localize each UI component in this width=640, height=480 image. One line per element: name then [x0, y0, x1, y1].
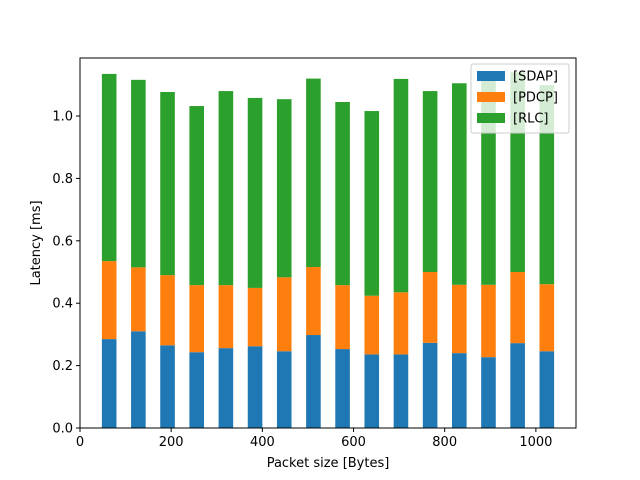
bar-segment-sdap-768: [422, 342, 438, 428]
legend-label: [SDAP]: [513, 70, 558, 85]
bar-segment-sdap-512: [306, 335, 321, 428]
bar-segment-sdap-1024: [539, 351, 555, 428]
bar-segment-sdap-896: [481, 357, 496, 428]
bar-segment-rlc-448: [276, 99, 292, 278]
bar-segment-sdap-320: [218, 348, 234, 428]
bar-segment-pdcp-512: [306, 267, 321, 336]
bar-segment-rlc-192: [160, 92, 175, 276]
x-axis-ticks: 0 200 400 600 800 1000: [76, 428, 552, 450]
bar-segment-pdcp-448: [276, 277, 292, 352]
x-tick-label: 0: [76, 435, 84, 450]
bar-segment-rlc-512: [306, 78, 321, 268]
bar-segment-pdcp-896: [481, 284, 496, 358]
bar-segment-pdcp-1024: [539, 284, 555, 352]
bar-segment-pdcp-256: [189, 285, 204, 353]
bar-segment-rlc-832: [452, 83, 467, 285]
bar-segment-sdap-256: [189, 352, 204, 428]
bar-segment-pdcp-320: [218, 285, 234, 349]
bar-segment-pdcp-832: [452, 284, 467, 354]
y-tick-label: 0.2: [52, 359, 73, 374]
bar-segment-sdap-640: [364, 354, 380, 428]
y-tick-label: 0.6: [52, 234, 73, 249]
legend-swatch: [477, 113, 505, 123]
bar-segment-pdcp-640: [364, 295, 380, 355]
bar-segment-rlc-256: [189, 106, 204, 286]
bar-segment-sdap-448: [276, 351, 292, 428]
bar-segment-rlc-384: [247, 97, 263, 288]
bar-segment-pdcp-384: [247, 287, 263, 347]
bar-segment-sdap-384: [247, 346, 263, 428]
bar-segment-pdcp-128: [131, 267, 146, 332]
legend-swatch: [477, 71, 505, 81]
bars-layer: [101, 72, 555, 428]
bar-segment-sdap-192: [160, 345, 175, 428]
x-tick-label: 1000: [519, 435, 552, 450]
bar-segment-pdcp-768: [422, 272, 438, 343]
legend: [SDAP] [PDCP] [RLC]: [470, 63, 570, 134]
bar-segment-pdcp-64: [101, 261, 117, 340]
x-tick-label: 600: [341, 435, 366, 450]
legend-swatch: [477, 92, 505, 102]
legend-label: [PDCP]: [513, 91, 558, 106]
bar-segment-rlc-320: [218, 91, 234, 286]
plot-frame: [79, 57, 577, 429]
bar-segment-rlc-704: [393, 78, 409, 293]
bar-segment-pdcp-192: [160, 275, 175, 346]
bar-segment-sdap-64: [101, 339, 117, 428]
bar-segment-pdcp-576: [335, 285, 350, 350]
bar-segment-sdap-576: [335, 349, 350, 428]
y-axis-ticks: 0.0 0.2 0.4 0.6 0.8 1.0: [52, 110, 80, 437]
bar-segment-rlc-1024: [539, 85, 555, 285]
x-tick-label: 200: [159, 435, 184, 450]
bar-segment-sdap-704: [393, 354, 409, 428]
bar-segment-pdcp-960: [510, 272, 525, 344]
bar-segment-rlc-768: [422, 91, 438, 273]
y-tick-label: 1.0: [52, 110, 73, 125]
bar-segment-rlc-576: [335, 101, 350, 286]
y-tick-label: 0.8: [52, 172, 73, 187]
bar-segment-rlc-640: [364, 111, 380, 296]
bar-segment-rlc-128: [131, 79, 146, 268]
y-axis-label: Latency [ms]: [29, 200, 44, 285]
x-tick-label: 800: [432, 435, 457, 450]
y-tick-label: 0.0: [52, 422, 73, 437]
bar-segment-pdcp-704: [393, 292, 409, 355]
x-tick-label: 400: [250, 435, 275, 450]
bar-segment-sdap-832: [452, 353, 467, 428]
bar-segment-rlc-64: [101, 73, 117, 262]
bar-segment-sdap-128: [131, 331, 146, 428]
legend-label: [RLC]: [513, 112, 549, 127]
y-tick-label: 0.4: [52, 297, 73, 312]
bar-segment-sdap-960: [510, 343, 525, 428]
x-axis-label: Packet size [Bytes]: [267, 456, 390, 471]
